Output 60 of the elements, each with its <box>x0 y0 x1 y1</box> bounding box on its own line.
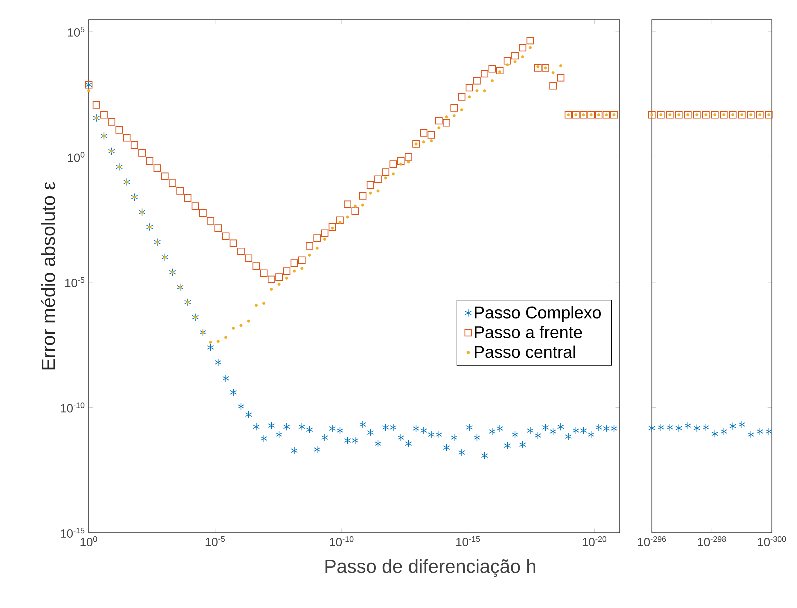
point <box>660 114 663 117</box>
point <box>675 111 683 119</box>
point <box>714 114 717 117</box>
point <box>730 422 737 430</box>
point <box>750 114 753 117</box>
point <box>766 428 773 436</box>
point <box>650 114 654 117</box>
x-tick-label: 10$^{-296}$ <box>638 536 666 547</box>
point <box>648 111 656 119</box>
legend-label: Passo Complexo <box>475 306 602 322</box>
x-tick-label: 10$^{-10}$ <box>330 536 354 547</box>
x-tick-label: 10$^{0}$ <box>80 536 98 547</box>
point <box>768 114 771 117</box>
point <box>648 424 656 432</box>
point <box>702 424 710 432</box>
point <box>711 111 719 119</box>
point <box>702 111 710 119</box>
y-tick-label: 10$^{5}$ <box>68 26 85 37</box>
point <box>740 114 744 117</box>
y-tick-label: 10$^{-5}$ <box>66 278 85 288</box>
x-tick-label: 10$^{-300}$ <box>758 536 786 547</box>
x-tick-label: 10$^{-5}$ <box>206 536 226 546</box>
x-tick-label: 10$^{-20}$ <box>582 536 607 547</box>
point <box>666 424 674 432</box>
y-tick-label: 10$^{-10}$ <box>61 402 85 413</box>
y-axis-title: Error médio absoluto ε <box>41 182 56 370</box>
point <box>686 114 690 117</box>
point <box>720 111 728 119</box>
point <box>678 114 681 117</box>
point <box>668 114 672 117</box>
x-axis-title: Passo de diferenciação h <box>326 559 536 578</box>
x-tick-label: 10$^{-15}$ <box>456 536 480 546</box>
point <box>738 111 746 119</box>
point <box>666 111 674 119</box>
point <box>684 111 692 119</box>
point <box>704 114 708 117</box>
legend-label: Passo a frente <box>475 326 582 338</box>
point <box>657 111 665 119</box>
point <box>696 114 699 117</box>
legend-label: Passo central <box>475 346 576 358</box>
point <box>765 111 773 119</box>
point <box>756 428 764 436</box>
point <box>720 428 728 436</box>
point <box>756 111 764 119</box>
point <box>684 422 692 430</box>
point <box>732 114 735 117</box>
point <box>658 424 665 432</box>
point <box>758 114 762 117</box>
point <box>738 420 746 429</box>
point <box>729 111 737 119</box>
y-tick-label: 10$^{0}$ <box>68 152 85 162</box>
point <box>748 430 755 439</box>
point <box>747 111 755 119</box>
point <box>676 424 683 432</box>
x-tick-label: 10$^{-298}$ <box>698 536 726 547</box>
point <box>693 111 701 119</box>
point <box>694 424 701 432</box>
point <box>712 430 719 438</box>
point <box>722 114 726 117</box>
y-tick-label: 10$^{-15}$ <box>61 528 85 538</box>
